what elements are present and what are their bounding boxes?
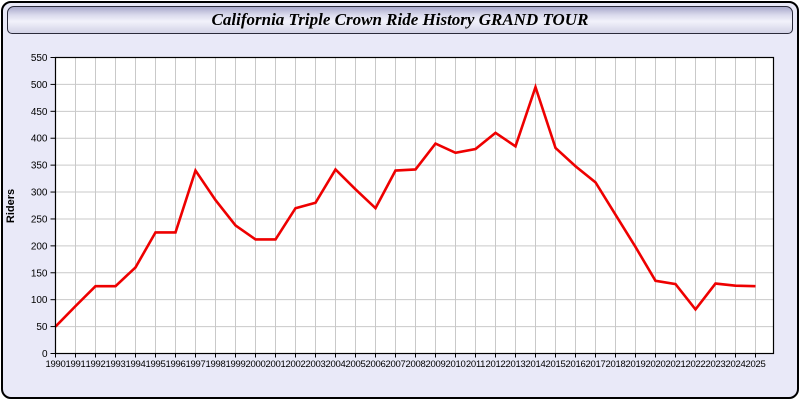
x-tick-label: 1995: [146, 359, 166, 370]
y-tick-label: 300: [31, 188, 48, 199]
y-tick-label: 200: [31, 241, 48, 252]
series-layer: [54, 82, 756, 328]
y-tick-label: 250: [31, 214, 48, 225]
x-tick-label: 2011: [466, 359, 485, 370]
x-tick-label: 2003: [306, 359, 326, 370]
x-tick-label: 2019: [626, 359, 646, 370]
plot-background-layer: [55, 57, 774, 354]
x-tick-label: 2006: [366, 359, 386, 370]
x-tick-label: 2018: [606, 359, 626, 370]
x-tick-label: 2007: [386, 359, 406, 370]
chart-title: California Triple Crown Ride History GRA…: [211, 10, 589, 29]
y-tick-label: 0: [42, 349, 48, 360]
x-tick-label: 2016: [566, 359, 586, 370]
x-tick-label: 2008: [406, 359, 426, 370]
x-tick-label: 1993: [106, 359, 126, 370]
x-tick-label: 1999: [226, 359, 246, 370]
x-tick-label: 2020: [646, 359, 666, 370]
x-tick-label: 2001: [266, 359, 286, 370]
plot-area: [55, 57, 774, 354]
x-tick-label: 2025: [746, 359, 766, 370]
grid-layer: [55, 57, 774, 354]
x-tick-label: 2017: [586, 359, 606, 370]
y-tick-label: 100: [31, 295, 48, 306]
x-tick-label: 2002: [286, 359, 306, 370]
x-tick-label: 2022: [686, 359, 706, 370]
title-bar: California Triple Crown Ride History GRA…: [7, 6, 793, 34]
y-tick-label: 550: [31, 53, 48, 64]
x-tick-label: 1997: [186, 359, 206, 370]
x-tick-label: 2021: [666, 359, 686, 370]
y-tick-label: 150: [31, 268, 48, 279]
x-tick-label: 2023: [706, 359, 726, 370]
x-tick-label: 2010: [446, 359, 466, 370]
x-tick-label: 1990: [46, 359, 66, 370]
y-tick-label: 500: [31, 80, 48, 91]
plot-frame-layer: [54, 56, 775, 355]
y-tick-label: 350: [31, 161, 48, 172]
x-tick-label: 2024: [726, 359, 746, 370]
data-line-riders: [54, 82, 756, 328]
x-tick-label: 2009: [426, 359, 446, 370]
x-tick-label: 2004: [326, 359, 346, 370]
y-axis-title: Riders: [5, 189, 17, 223]
x-tick-label: 1991: [66, 359, 86, 370]
x-tick-label: 1994: [126, 359, 146, 370]
x-tick-label: 2000: [246, 359, 266, 370]
y-tick-label: 50: [36, 322, 48, 333]
x-tick-label: 2015: [546, 359, 566, 370]
x-tick-label: 1998: [206, 359, 226, 370]
x-tick-label: 2014: [526, 359, 546, 370]
x-tick-label: 1992: [86, 359, 106, 370]
x-tick-label: 2013: [506, 359, 526, 370]
x-tick-label: 2005: [346, 359, 366, 370]
x-tick-label: 2012: [486, 359, 506, 370]
x-tick-label: 1996: [166, 359, 186, 370]
y-tick-label: 450: [31, 107, 48, 118]
y-tick-label: 400: [31, 134, 48, 145]
plot-border: [54, 56, 775, 355]
